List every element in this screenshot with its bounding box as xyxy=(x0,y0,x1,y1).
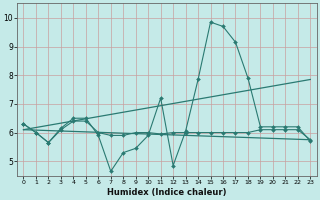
X-axis label: Humidex (Indice chaleur): Humidex (Indice chaleur) xyxy=(107,188,227,197)
